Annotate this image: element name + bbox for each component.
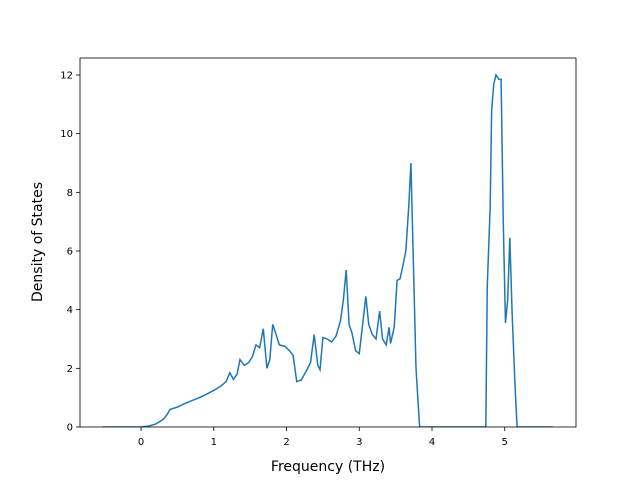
x-tick-label: 0	[138, 437, 144, 448]
x-tick-label: 3	[356, 437, 362, 448]
x-tick-label: 4	[429, 437, 435, 448]
y-tick-label: 6	[67, 247, 73, 258]
plot-frame	[79, 57, 577, 428]
y-tick-label: 2	[67, 364, 73, 375]
x-axis-label: Frequency (THz)	[271, 459, 385, 475]
y-tick-label: 4	[67, 305, 73, 316]
y-axis-label: Density of States	[30, 182, 46, 302]
x-tick-label: 2	[283, 437, 289, 448]
line-series	[102, 73, 553, 427]
y-tick-label: 8	[67, 188, 73, 199]
x-tick-label: 5	[502, 437, 508, 448]
y-tick-label: 12	[60, 71, 73, 82]
x-tick-label: 1	[211, 437, 217, 448]
y-tick-label: 10	[60, 129, 73, 140]
y-tick-label: 0	[67, 423, 73, 434]
